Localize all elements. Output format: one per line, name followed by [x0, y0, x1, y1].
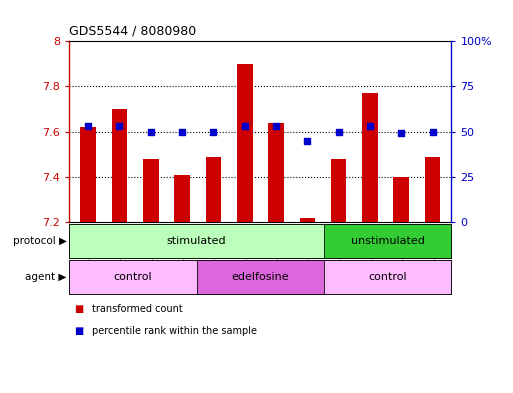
Point [428, 129, 437, 135]
Bar [69, 260, 196, 294]
Bar [324, 260, 451, 294]
Text: transformed count: transformed count [92, 304, 183, 314]
Text: stimulated: stimulated [167, 236, 226, 246]
Point [115, 123, 124, 129]
Point [209, 129, 218, 135]
Bar [80, 127, 96, 222]
Point [303, 138, 311, 144]
Bar [331, 159, 346, 222]
Text: ■: ■ [74, 326, 84, 336]
Text: control: control [114, 272, 152, 282]
Bar [393, 177, 409, 222]
Bar [196, 260, 324, 294]
Bar [237, 64, 252, 222]
Bar [206, 156, 221, 222]
Point [147, 129, 155, 135]
Bar [69, 224, 324, 258]
Point [241, 123, 249, 129]
Bar [300, 218, 315, 222]
Text: protocol ▶: protocol ▶ [13, 236, 67, 246]
Text: edelfosine: edelfosine [231, 272, 289, 282]
Text: percentile rank within the sample: percentile rank within the sample [92, 326, 258, 336]
Bar [324, 224, 451, 258]
Text: ■: ■ [74, 304, 84, 314]
Bar [143, 159, 159, 222]
Bar [174, 174, 190, 222]
Bar [111, 109, 127, 222]
Text: GDS5544 / 8080980: GDS5544 / 8080980 [69, 24, 196, 37]
Point [272, 123, 280, 129]
Point [397, 130, 405, 137]
Text: agent ▶: agent ▶ [25, 272, 67, 282]
Bar [362, 93, 378, 222]
Bar [268, 123, 284, 222]
Point [334, 129, 343, 135]
Point [178, 129, 186, 135]
Point [84, 123, 92, 129]
Bar [425, 156, 441, 222]
Text: unstimulated: unstimulated [351, 236, 425, 246]
Text: control: control [368, 272, 407, 282]
Point [366, 123, 374, 129]
